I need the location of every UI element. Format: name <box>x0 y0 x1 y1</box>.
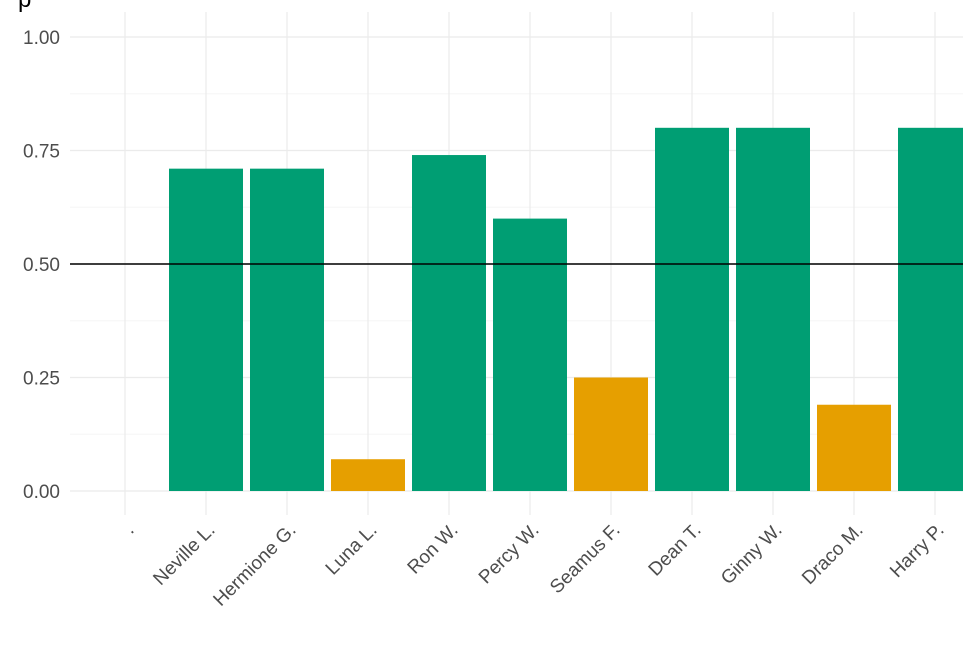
y-tick-label: 0.25 <box>23 369 60 390</box>
bar-harry-p <box>898 127 963 492</box>
bar-percy-w <box>493 218 567 491</box>
chart-title: p <box>18 0 31 14</box>
x-tick-label: Ron W. <box>404 520 463 579</box>
x-axis-ticks: . Neville L.Hermione G. Luna L. Ron W. Percy… <box>120 520 949 611</box>
bar-draco-m <box>817 404 891 491</box>
x-tick-label: Draco M. <box>798 520 867 589</box>
x-tick-label: Luna L. <box>322 520 382 580</box>
x-tick-label: Seamus F. <box>546 520 624 598</box>
bars <box>169 127 963 492</box>
bar-luna-l <box>331 459 405 491</box>
y-tick-label: 0.00 <box>23 482 60 503</box>
bar-hermione-g <box>250 168 324 491</box>
bar-seamus-f <box>574 377 648 491</box>
y-tick-label: 0.50 <box>23 255 60 276</box>
x-tick-label: Ginny W. <box>717 520 786 589</box>
bar-ginny-w <box>736 127 810 492</box>
x-tick-label: Dean T. <box>645 520 706 581</box>
x-tick-label: . <box>120 520 139 539</box>
bar-neville-l <box>169 168 243 491</box>
y-tick-label: 1.00 <box>23 28 60 49</box>
x-tick-label: Harry P. <box>886 520 948 582</box>
y-tick-label: 0.75 <box>23 142 60 163</box>
x-tick-label: Hermione G. <box>210 520 301 611</box>
bar-dean-t <box>655 127 729 492</box>
x-tick-label: Percy W. <box>475 520 544 589</box>
y-axis-ticks: 0.00 0.25 0.50 0.75 1.00 <box>23 28 60 503</box>
bar-ron-w <box>412 155 486 492</box>
x-tick-label: Neville L. <box>149 520 219 590</box>
